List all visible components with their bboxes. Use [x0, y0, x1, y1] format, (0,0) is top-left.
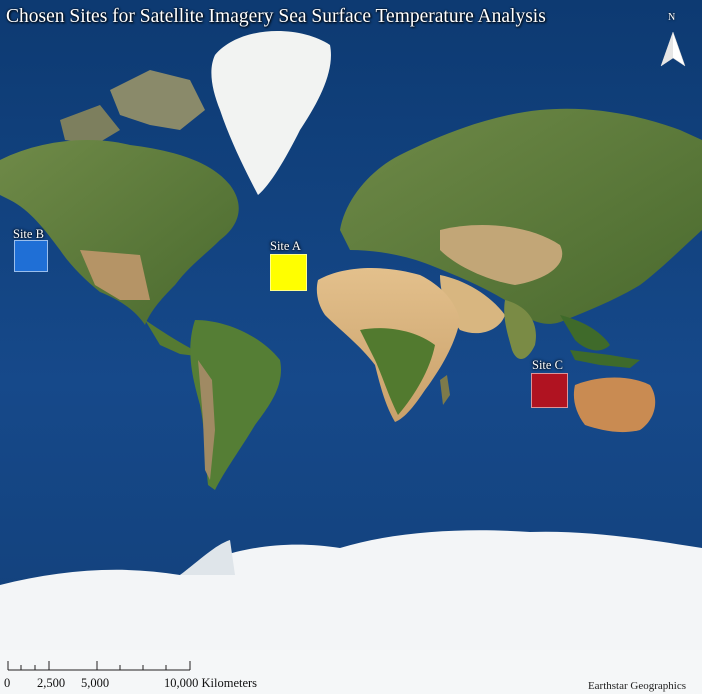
- north-arrow-icon: [660, 31, 686, 67]
- southeast-asia: [560, 315, 610, 351]
- madagascar: [440, 375, 450, 405]
- scale-label-10000: 10,000 Kilometers: [164, 676, 258, 690]
- eurasia: [340, 108, 702, 324]
- arctic-islands: [110, 70, 205, 130]
- central-america: [145, 320, 196, 356]
- greenland: [211, 31, 331, 195]
- scale-label-2500: 2,500: [37, 676, 66, 690]
- scale-bar-background: [0, 650, 702, 694]
- scale-bar-graphic: [7, 661, 191, 671]
- india: [504, 300, 536, 360]
- north-label: N: [668, 12, 676, 23]
- site-c-box[interactable]: [531, 373, 568, 408]
- us-southwest: [80, 250, 150, 300]
- andes: [198, 360, 215, 480]
- basemap-credit: Earthstar Geographics: [587, 680, 686, 692]
- site-b-box[interactable]: [14, 240, 48, 272]
- australia: [573, 377, 656, 433]
- antarctic-shelf-shadow: [180, 540, 235, 575]
- site-c-label: Site C: [532, 358, 563, 372]
- central-africa: [360, 328, 435, 415]
- indonesia: [570, 350, 640, 368]
- scale-label-5000: 5,000: [81, 676, 110, 690]
- map-title: Chosen Sites for Satellite Imagery Sea S…: [6, 6, 546, 27]
- site-b-label: Site B: [13, 227, 44, 241]
- scale-label-0: 0: [4, 676, 11, 690]
- scale-bar: 0 2,500 5,000 10,000 Kilometers: [0, 652, 300, 694]
- north-america: [0, 140, 239, 325]
- north-arrow: N: [658, 12, 688, 72]
- site-a-box[interactable]: [270, 254, 307, 291]
- site-a-label: Site A: [270, 239, 301, 253]
- arctic-islands-west: [60, 105, 120, 145]
- central-asia-steppe: [440, 225, 563, 285]
